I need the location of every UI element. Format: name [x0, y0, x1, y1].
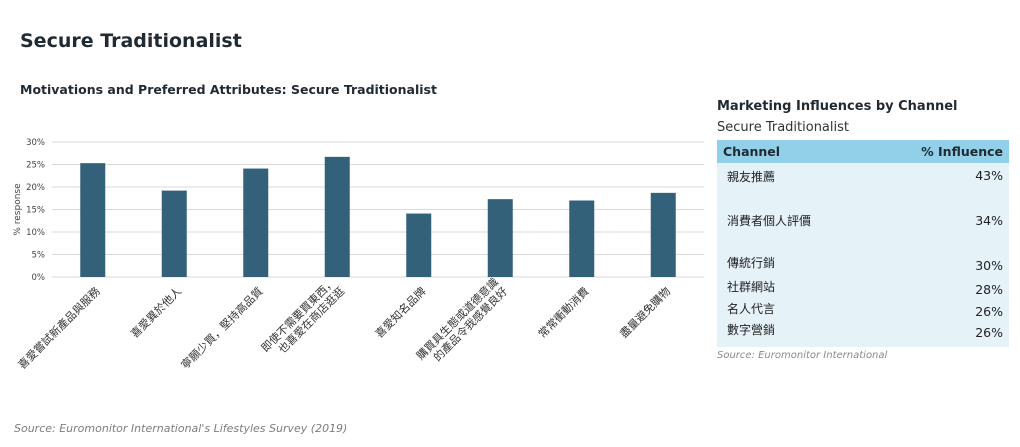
bar	[80, 163, 106, 277]
x-tick-label-line: 喜愛知名品牌	[372, 284, 429, 341]
row-channel: 親友推薦	[727, 170, 776, 184]
row-channel: 社群網站	[727, 280, 776, 294]
y-tick-label: 30%	[26, 138, 45, 148]
bar	[569, 200, 595, 277]
bar	[406, 213, 432, 277]
x-tick-label-line: 購買具生態或道德意識	[413, 275, 501, 363]
bar	[324, 156, 350, 277]
table-row: 數字營銷 26%	[717, 321, 1009, 347]
header-influence: % Influence	[921, 144, 1003, 159]
row-value: 26%	[975, 304, 1003, 319]
table-row: 社群網站 28%	[717, 278, 1009, 300]
y-tick-label: 20%	[26, 183, 45, 193]
influence-subtitle: Secure Traditionalist	[717, 120, 849, 135]
bar	[487, 199, 513, 277]
row-channel: 數字營銷	[727, 323, 776, 337]
influence-table: Channel % Influence 親友推薦 43% 消費者個人評價 34%…	[717, 140, 1009, 347]
row-channel: 消費者個人評價	[727, 214, 812, 228]
influence-title: Marketing Influences by Channel	[717, 99, 958, 114]
table-row: 名人代言 26%	[717, 300, 1009, 321]
table-row: 親友推薦 43%	[717, 163, 1009, 212]
bar	[650, 192, 676, 277]
x-tick-label: 常常衝動消費	[535, 284, 592, 341]
x-tick-label-line: 喜愛異於他人	[128, 284, 185, 341]
table-row: 消費者個人評價 34%	[717, 212, 1009, 253]
x-tick-label-line: 常常衝動消費	[535, 284, 592, 341]
chart-source: Source: Euromonitor International's Life…	[14, 422, 348, 435]
influence-panel: Marketing Influences by Channel Secure T…	[717, 96, 1009, 361]
table-header: Channel % Influence	[717, 140, 1009, 163]
y-axis-label: % response	[13, 183, 23, 236]
x-tick-label-line: 喜愛嘗試新產品與服務	[15, 284, 103, 372]
table-row: 傳統行銷 30%	[717, 253, 1009, 278]
row-channel: 名人代言	[727, 302, 776, 316]
row-value: 28%	[975, 282, 1003, 297]
bar	[243, 168, 269, 277]
row-value: 34%	[975, 213, 1003, 228]
bar	[161, 190, 187, 277]
x-tick-label: 喜愛嘗試新產品與服務	[15, 284, 103, 372]
x-tick-label-line: 寧願少買，堅持高品質	[178, 284, 266, 372]
y-tick-label: 10%	[26, 228, 45, 238]
x-tick-label: 喜愛異於他人	[128, 284, 185, 341]
row-value: 43%	[975, 168, 1003, 183]
y-tick-label: 25%	[26, 161, 45, 171]
header-channel: Channel	[723, 144, 781, 159]
influence-source: Source: Euromonitor International	[717, 350, 888, 361]
row-channel: 傳統行銷	[727, 256, 776, 270]
x-tick-label: 喜愛知名品牌	[372, 284, 429, 341]
y-tick-label: 0%	[32, 273, 46, 283]
x-tick-label: 盡量避免購物	[617, 284, 674, 341]
page-title: Secure Traditionalist	[20, 30, 242, 52]
x-tick-label-line: 即使不需要買東西，	[259, 276, 338, 355]
x-tick-label: 寧願少買，堅持高品質	[178, 284, 266, 372]
row-value: 26%	[975, 325, 1003, 340]
bar-chart: 0%5%10%15%20%25%30%% response喜愛嘗試新產品與服務喜…	[13, 138, 704, 372]
chart-title: Motivations and Preferred Attributes: Se…	[20, 82, 437, 97]
x-tick-label: 即使不需要買東西，也喜愛在商店逛逛	[259, 276, 347, 357]
x-tick-label-line: 盡量避免購物	[617, 284, 674, 341]
y-tick-label: 5%	[32, 251, 46, 261]
y-tick-label: 15%	[26, 206, 45, 216]
row-value: 30%	[975, 258, 1003, 273]
